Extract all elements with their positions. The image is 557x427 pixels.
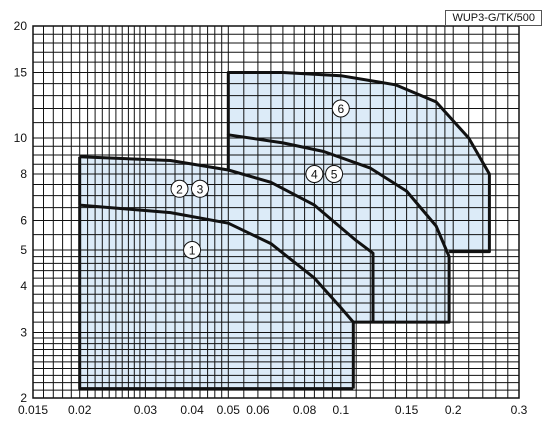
region-boundaries [78,71,491,391]
boundary-23 [79,155,375,323]
boundary-1 [79,203,355,389]
x-tick-label: 0.015 [18,403,48,417]
y-tick-label: 8 [20,167,27,181]
region-label-circle [331,99,350,118]
y-tick-label: 2 [20,391,27,405]
region-labels: 1 2 3 4 5 6 [170,99,350,259]
region-label-6: 6 [337,102,344,116]
boundary-45 [226,133,451,324]
x-tick-label: 0.2 [445,403,462,417]
x-tick-label: 0.08 [293,403,317,417]
x-tick-label: 0.05 [217,403,241,417]
region-label-circle [183,241,202,259]
x-tick-label: 0.15 [395,403,419,417]
model-label-box: WUP3-G/TK/500 [445,10,542,26]
x-tick-label: 0.1 [332,403,349,417]
y-tick-label: 6 [20,214,27,228]
region-label-1: 1 [189,244,196,258]
y-tick-label: 4 [20,279,27,293]
region-label-3: 3 [197,182,204,196]
region-label-circle [170,179,189,198]
region-fill-3 [228,134,450,323]
x-tick-label: 0.03 [134,403,158,417]
y-tick-label: 3 [20,326,27,340]
region-label-circle [305,165,324,183]
x-tick-label: 0.3 [511,403,528,417]
x-tick-label: 0.02 [68,403,92,417]
region-fills [79,72,490,389]
region-fill-1 [79,205,354,389]
x-tick-label: 0.04 [180,403,204,417]
y-tick-label: 15 [14,66,28,80]
boundary-6 [226,71,491,254]
region-label-circle [191,179,209,198]
region-label-5: 5 [331,168,338,182]
x-tick-label: 0.06 [246,403,270,417]
plot-frame [32,25,520,399]
plot-border [32,25,520,399]
y-tick-label: 20 [14,19,28,33]
region-label-circle [325,165,344,183]
region-label-2: 2 [176,182,183,196]
region-label-4: 4 [311,168,318,182]
boundary-bottom [78,205,354,391]
tick-labels: 0.015 0.02 0.03 0.04 0.05 0.06 0.08 0.1 0.15 0.2 0… [14,19,528,417]
y-tick-label: 5 [20,243,27,257]
y-tick-label: 10 [14,131,28,145]
